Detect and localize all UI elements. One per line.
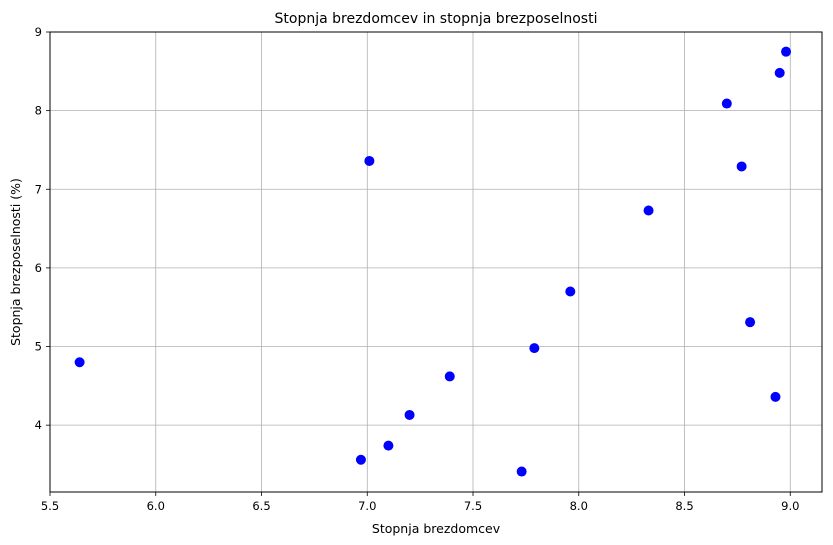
y-tick-label: 7 [35,182,42,196]
scatter-point [74,357,85,368]
y-tick-label: 5 [35,340,42,354]
scatter-point [643,205,654,216]
x-tick-label: 9.0 [781,499,799,513]
scatter-point [774,67,785,78]
x-tick-label: 6.0 [147,499,165,513]
plot-frame [49,31,823,493]
y-tick-label: 9 [35,25,42,39]
scatter-point [745,317,756,328]
scatter-point [736,161,747,172]
scatter-point [516,466,527,477]
x-tick-label: 5.5 [41,499,59,513]
scatter-point [444,371,455,382]
x-axis-title: Stopnja brezdomcev [372,521,501,536]
x-tick-label: 6.5 [252,499,270,513]
ticks: 5.5 6.0 6.5 7.0 7.5 8.0 8.5 9.0 4 5 6 7 8 9 [35,25,800,513]
y-tick-label: 6 [35,261,42,275]
chart-title: Stopnja brezdomcev in stopnja brezposeln… [275,11,598,27]
scatter-point [364,155,375,166]
scatter-point [529,343,540,354]
scatter-point [383,440,394,451]
scatter-point [404,409,415,420]
y-axis-title: Stopnja brezposelnosti (%) [8,178,23,346]
scatter-point [770,391,781,402]
scatter-point [355,454,366,465]
scatter-point [565,286,576,297]
x-tick-label: 7.0 [358,499,376,513]
x-tick-label: 7.5 [464,499,482,513]
points [74,46,792,477]
x-tick-label: 8.5 [675,499,693,513]
y-tick-label: 8 [35,104,42,118]
x-tick-label: 8.0 [570,499,588,513]
scatter-point [721,98,732,109]
scatter-point [781,46,792,57]
y-tick-label: 4 [35,418,42,432]
